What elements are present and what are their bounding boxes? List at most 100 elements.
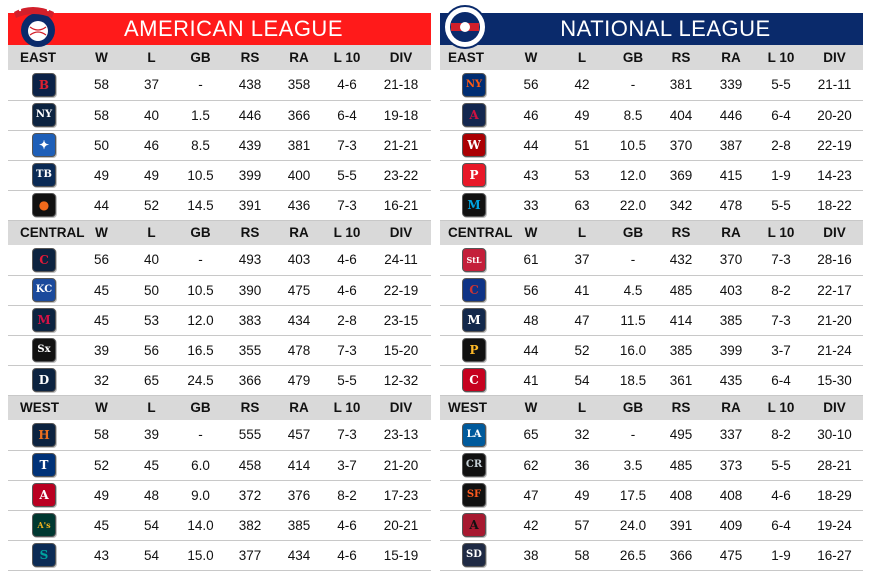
mariners-logo-icon: S	[32, 543, 56, 567]
brewers-logo-icon: M	[462, 308, 486, 332]
stat-l: 50	[143, 282, 160, 298]
stat-ra: 457	[287, 427, 311, 443]
stat-l: 39	[143, 427, 160, 443]
stat-rs: 390	[238, 282, 262, 298]
stat-gb: 8.5	[623, 107, 643, 123]
stat-l10: 8-2	[337, 487, 357, 503]
team-row: SF 47 49 17.5 408 408 4-6 18-29	[440, 480, 863, 510]
stat-l: 63	[574, 197, 590, 213]
stat-l: 37	[574, 252, 590, 268]
stat-gb: 14.5	[187, 197, 214, 213]
stat-rs: 355	[238, 342, 262, 358]
stat-w: 62	[523, 457, 539, 473]
stat-l: 53	[574, 167, 590, 183]
column-header: RA	[289, 50, 309, 65]
stat-w: 42	[523, 517, 539, 533]
astros-logo-icon: H	[32, 422, 56, 447]
stat-w: 50	[93, 137, 110, 153]
stat-rs: 555	[238, 427, 262, 443]
stat-div: 23-22	[383, 167, 419, 183]
stat-rs: 382	[238, 517, 262, 533]
team-logo-cell: H	[8, 420, 76, 450]
stat-w: 43	[523, 167, 539, 183]
division-name: WEST	[448, 400, 487, 416]
stat-rs: 366	[669, 547, 693, 563]
braves-logo-icon: A	[462, 103, 486, 127]
padres-logo-icon: SD	[462, 543, 486, 567]
stat-rs: 493	[238, 252, 262, 268]
stat-ra: 370	[719, 252, 743, 268]
rockies-logo-icon: CR	[462, 453, 486, 477]
rangers-logo-icon: T	[32, 453, 56, 477]
stat-w: 65	[523, 427, 539, 443]
stat-div: 12-32	[383, 372, 419, 388]
column-header: RS	[240, 400, 260, 416]
stat-l10: 5-5	[771, 77, 791, 93]
team-row: KC 45 50 10.5 390 475 4-6 22-19	[8, 275, 431, 305]
stat-div: 21-20	[817, 312, 852, 328]
team-row: NY 58 40 1.5 446 366 6-4 19-18	[8, 100, 431, 130]
giants-logo-icon: SF	[462, 483, 486, 507]
column-header: L 10	[333, 225, 361, 241]
yankees-logo-icon: NY	[32, 103, 56, 127]
team-logo-cell: M	[440, 190, 508, 220]
team-logo-cell: ✦	[8, 130, 76, 160]
stat-ra: 446	[719, 107, 743, 123]
national-league-logo-icon	[443, 5, 487, 49]
stat-rs: 391	[669, 517, 693, 533]
stat-gb: 9.0	[191, 487, 210, 503]
standings-table: EAST W L GB RS RA L 10 DIV B 58 37 - 438 358 4-6 21-18 N…	[8, 45, 431, 571]
stat-w: 58	[93, 427, 110, 443]
stat-l10: 8-2	[771, 282, 791, 298]
stat-gb: 4.5	[623, 282, 643, 298]
stat-rs: 438	[238, 77, 262, 93]
stat-rs: 381	[669, 77, 693, 93]
stat-gb: 3.5	[623, 457, 643, 473]
column-header: W	[95, 400, 108, 416]
team-row: H 58 39 - 555 457 7-3 23-13	[8, 420, 431, 450]
team-row: Sx 39 56 16.5 355 478 7-3 15-20	[8, 335, 431, 365]
stat-ra: 436	[287, 197, 311, 213]
league-title-banner: AMERICAN LEAGUE	[8, 13, 431, 45]
stat-l10: 3-7	[771, 342, 791, 358]
stat-ra: 479	[287, 372, 311, 388]
stat-w: 48	[523, 312, 539, 328]
stat-l: 52	[574, 342, 590, 358]
team-row: ● 44 52 14.5 391 436 7-3 16-21	[8, 190, 431, 220]
column-header: DIV	[389, 50, 413, 65]
tigers-logo-icon: D	[32, 368, 56, 392]
column-header: RS	[240, 50, 260, 65]
division-name: EAST	[20, 50, 57, 65]
stat-rs: 391	[238, 197, 262, 213]
twins-logo-icon: M	[32, 308, 56, 332]
stat-div: 24-11	[384, 252, 418, 268]
league-title: NATIONAL LEAGUE	[560, 16, 771, 41]
team-logo-cell: C	[440, 365, 508, 395]
stat-w: 49	[93, 167, 110, 183]
stat-l10: 4-6	[337, 517, 357, 533]
stat-rs: 369	[669, 167, 693, 183]
stat-rs: 366	[238, 372, 262, 388]
stat-l: 65	[143, 372, 160, 388]
stat-l10: 5-5	[337, 372, 357, 388]
stat-l: 52	[143, 197, 160, 213]
team-row: SD 38 58 26.5 366 475 1-9 16-27	[440, 540, 863, 570]
stat-w: 58	[93, 107, 110, 123]
stat-l10: 5-5	[771, 197, 791, 213]
stat-ra: 415	[719, 167, 743, 183]
stat-l10: 6-4	[771, 372, 791, 388]
team-logo-cell: W	[440, 130, 508, 160]
stat-l: 49	[574, 107, 590, 123]
stat-ra: 366	[287, 107, 311, 123]
stat-gb: -	[630, 252, 636, 268]
stat-w: 46	[523, 107, 539, 123]
column-header: DIV	[389, 400, 413, 416]
team-row: LA 65 32 - 495 337 8-2 30-10	[440, 420, 863, 450]
stat-ra: 475	[719, 547, 743, 563]
stat-l: 54	[143, 517, 160, 533]
stat-l: 36	[574, 457, 590, 473]
stat-gb: 22.0	[619, 197, 647, 213]
stat-rs: 432	[669, 252, 693, 268]
team-logo-cell: A	[8, 480, 76, 510]
nationals-logo-icon: W	[462, 133, 486, 157]
